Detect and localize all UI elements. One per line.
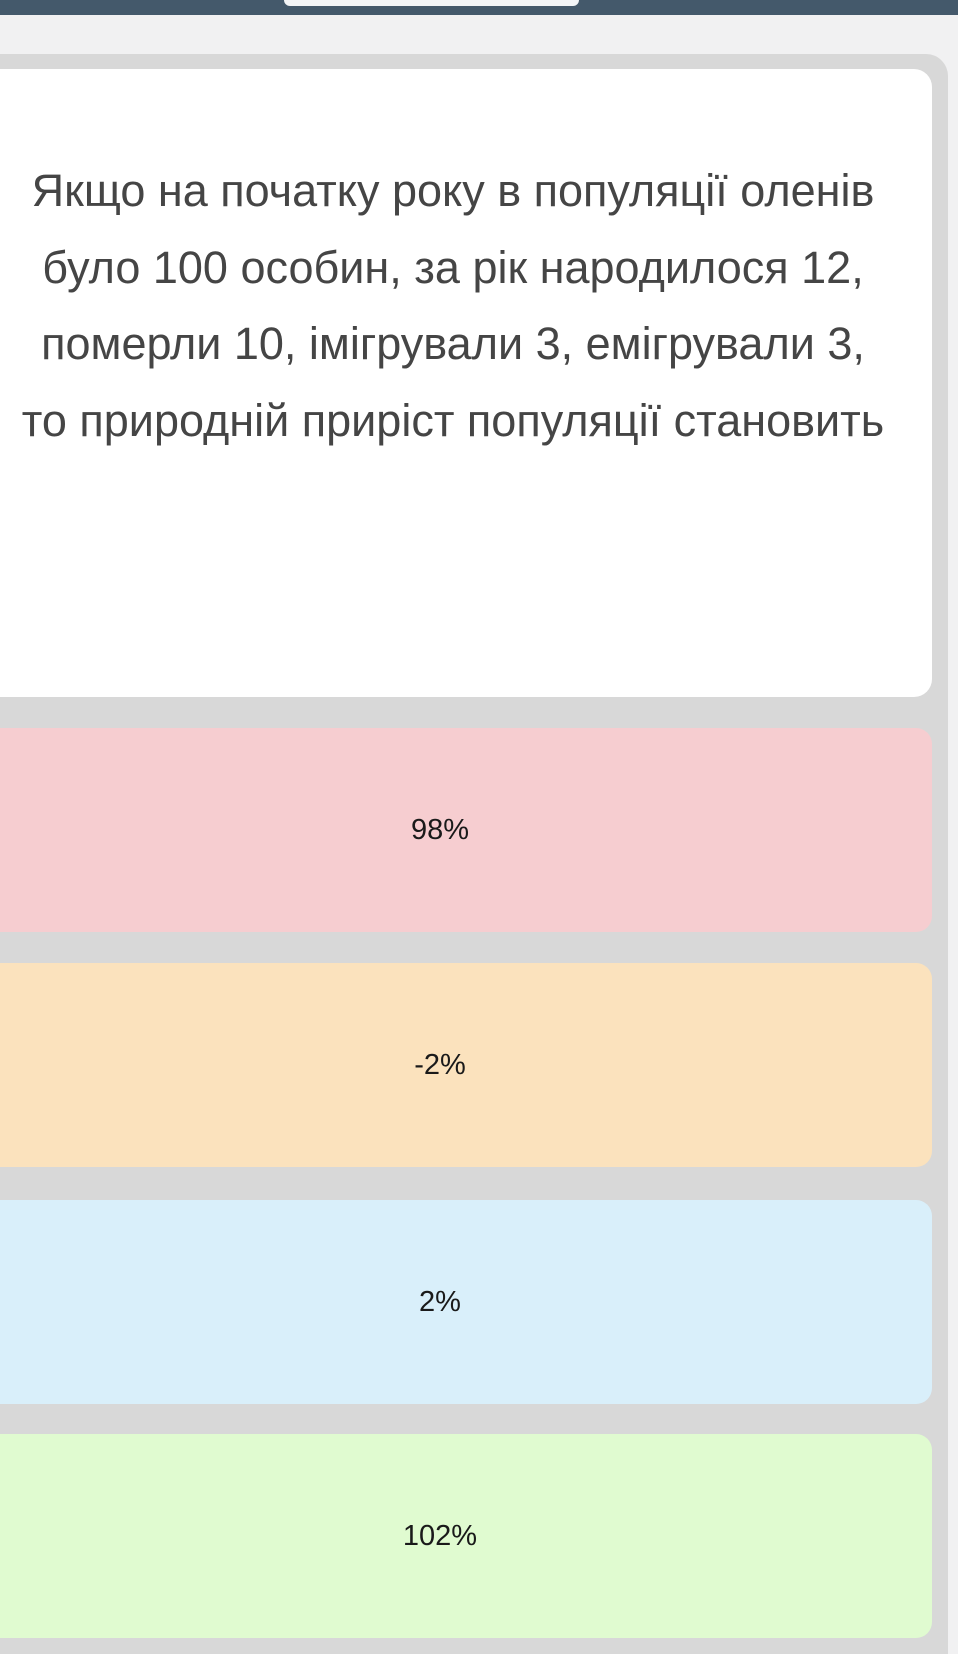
question-card: [0, 69, 932, 697]
tab-handle[interactable]: [284, 0, 579, 6]
answer-label: 2%: [419, 1285, 461, 1318]
answer-option-4[interactable]: 102%: [0, 1434, 932, 1638]
answer-option-3[interactable]: 2%: [0, 1200, 932, 1404]
answer-option-2[interactable]: -2%: [0, 963, 932, 1167]
question-text: Якщо на початку року в популяції оленів …: [21, 165, 885, 446]
answer-label: -2%: [414, 1048, 466, 1081]
answer-label: 102%: [402, 1519, 478, 1552]
answer-option-1[interactable]: 98%: [0, 728, 932, 932]
top-bar: [0, 0, 958, 15]
answer-label: 98%: [410, 813, 470, 846]
